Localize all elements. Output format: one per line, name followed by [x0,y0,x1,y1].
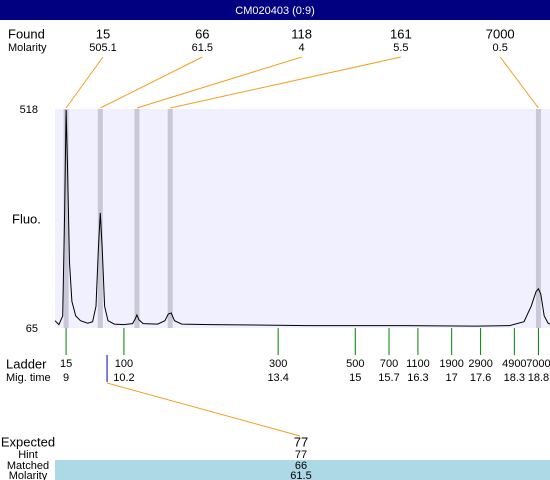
ladder-mig-time: 18.8 [528,372,549,384]
expected-row-label: Expected [1,434,55,449]
ladder-size: 15 [60,358,72,370]
ladder-size: 700 [380,358,398,370]
ladder-label: Ladder [6,356,47,371]
ladder-size: 500 [346,358,364,370]
found-size: 15 [96,26,110,41]
molarity-label: Molarity [8,42,47,54]
ladder-size: 4900 [502,358,526,370]
ladder-size: 2900 [468,358,492,370]
expected-row-value: 61.5 [290,470,311,480]
ladder-size: 1900 [439,358,463,370]
peak-band [134,109,140,328]
ladder-mig-time: 15 [349,372,361,384]
ladder-mig-time: 16.3 [407,372,428,384]
ladder-mig-time: 13.4 [267,372,288,384]
found-size: 7000 [486,26,515,41]
expected-row-value: 77 [295,449,307,461]
ladder-mig-time: 9 [63,372,69,384]
expected-row-label: Molarity [9,470,48,480]
connector [65,56,104,109]
found-molarity: 5.5 [393,42,408,54]
ladder-size: 1100 [406,358,430,370]
connector [100,56,203,109]
found-size: 118 [291,26,312,41]
trace [54,109,550,327]
y-tick-label: 65 [26,323,38,335]
connector [136,56,302,109]
ladder-size: 300 [269,358,287,370]
y-label: Fluo. [12,211,41,226]
found-molarity: 61.5 [192,42,213,54]
mig-time-label: Mig. time [6,372,51,384]
found-size: 161 [390,26,412,41]
connector [170,56,402,109]
title-bar [0,0,550,20]
found-label: Found [8,26,45,41]
found-molarity: 0.5 [493,42,508,54]
ladder-mig-time: 18.3 [504,372,525,384]
y-tick-label: 518 [20,104,38,116]
ladder-mig-time: 17 [446,372,458,384]
expected-row-value: 66 [295,460,307,472]
ladder-mig-time: 17.6 [470,372,491,384]
expected-row-label: Matched [7,460,49,472]
ladder-mig-time: 10.2 [113,372,134,384]
found-molarity: 505.1 [89,42,117,54]
matched-highlight [55,460,550,480]
ladder-size: 100 [115,358,133,370]
peak-band [535,109,541,328]
title: CM020403 (0:9) [235,5,315,17]
expected-row-value: 77 [294,434,308,449]
expected-row-label: Hint [18,449,38,461]
expected-connector [106,382,301,437]
peak-band [167,109,173,328]
plot-area [55,109,550,328]
found-size: 66 [195,26,209,41]
peak-band [63,109,69,328]
connector [499,56,539,109]
found-molarity: 4 [299,42,305,54]
ladder-size: 7000 [526,358,550,370]
ladder-mig-time: 15.7 [378,372,399,384]
